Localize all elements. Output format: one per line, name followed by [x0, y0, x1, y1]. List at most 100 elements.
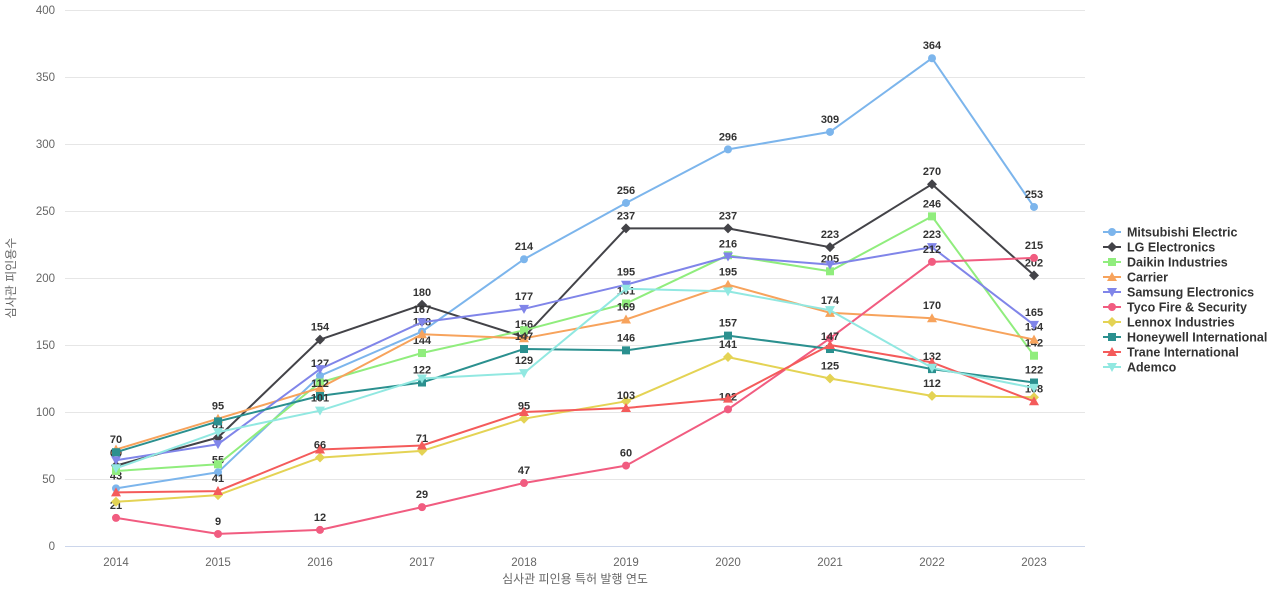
legend-marker-icon [1108, 333, 1116, 341]
data-point-marker [826, 345, 834, 354]
legend-item-label: Trane International [1127, 346, 1239, 360]
data-point-marker [1029, 334, 1039, 344]
data-point-label: 95 [518, 401, 530, 413]
legend-marker-icon [1107, 288, 1117, 297]
legend-item-label: Honeywell International [1127, 331, 1267, 345]
legend-marker-icon [1107, 363, 1117, 372]
data-point-marker [112, 513, 120, 522]
data-point-marker [928, 54, 936, 63]
x-axis-title: 심사관 피인용 특허 발행 연도 [502, 571, 648, 586]
data-point-marker [927, 179, 937, 190]
y-axis-title: 심사관 피인용수 [4, 238, 18, 319]
y-gridlines: 0 50 100 150 200 250 300 350 400 [36, 5, 1085, 553]
legend-item-mitsubishi-electric[interactable]: Mitsubishi Electric [1103, 226, 1237, 240]
legend-item-trane-international[interactable]: Trane International [1103, 346, 1239, 360]
legend-item-honeywell-international[interactable]: Honeywell International [1103, 331, 1267, 345]
data-point-marker [826, 127, 834, 136]
legend-item-label: Ademco [1127, 361, 1177, 375]
data-point-label: 253 [1025, 189, 1043, 201]
data-point-label: 122 [413, 365, 431, 377]
data-point-marker [825, 242, 835, 253]
data-point-label: 71 [416, 433, 428, 445]
series-line [115, 287, 1035, 470]
data-point-marker [519, 413, 529, 424]
data-point-marker [1029, 320, 1039, 330]
data-point-marker [826, 267, 834, 276]
legend-item-label: Samsung Electronics [1127, 286, 1254, 300]
data-point-label: 174 [821, 295, 840, 307]
data-point-label: 364 [923, 40, 942, 52]
legend-marker-icon [1107, 272, 1117, 281]
data-point-marker [622, 198, 630, 207]
data-point-marker [111, 496, 121, 507]
x-axis-tick-label: 2019 [613, 557, 639, 569]
data-point-label: 195 [617, 267, 635, 279]
series-line [115, 215, 1035, 472]
data-point-label: 202 [1025, 257, 1043, 269]
data-point-marker [723, 287, 733, 297]
data-point-label: 122 [1025, 365, 1043, 377]
data-point-marker [1029, 383, 1039, 393]
y-axis-tick-label: 300 [36, 139, 55, 151]
x-axis-tick-label: 2014 [103, 557, 129, 569]
legend-marker-icon [1107, 347, 1117, 356]
data-point-marker [214, 468, 222, 477]
data-point-marker [621, 284, 631, 294]
x-axis-tick-labels: 2014 2015 2016 2017 2018 2019 2020 2021 2022 2023 [103, 557, 1047, 569]
data-point-marker [214, 460, 222, 469]
y-axis-tick-label: 150 [36, 340, 55, 352]
legend-marker-icon [1108, 258, 1116, 266]
data-point-label: 195 [719, 267, 737, 279]
data-point-marker [519, 369, 529, 379]
series-line [115, 356, 1035, 503]
legend-item-label: Mitsubishi Electric [1127, 226, 1237, 240]
data-point-marker [417, 318, 427, 328]
series-honeywell-international: 70 112 122 147 146 157 147 132 122 [110, 318, 1043, 457]
data-point-marker [316, 391, 324, 400]
data-point-label: 296 [719, 131, 737, 143]
data-point-label: 147 [515, 331, 533, 343]
data-point-label: 167 [413, 304, 431, 316]
data-point-marker [724, 405, 732, 414]
data-point-label: 132 [923, 351, 941, 363]
data-point-label: 256 [617, 185, 635, 197]
legend-marker-icon [1107, 317, 1117, 327]
data-point-label: 216 [719, 239, 737, 251]
data-point-label: 246 [923, 198, 941, 210]
legend-item-samsung-electronics[interactable]: Samsung Electronics [1103, 286, 1254, 300]
data-point-marker [825, 306, 835, 316]
data-point-marker [1029, 396, 1039, 406]
data-point-marker [723, 223, 733, 234]
legend-item-lg-electronics[interactable]: LG Electronics [1103, 241, 1215, 255]
data-point-label: 157 [719, 318, 737, 330]
legend-item-lennox-industries[interactable]: Lennox Industries [1103, 316, 1235, 330]
data-point-marker [621, 314, 631, 324]
data-point-label: 309 [821, 114, 839, 126]
legend-item-carrier[interactable]: Carrier [1103, 271, 1168, 285]
data-point-marker [1030, 202, 1038, 211]
data-point-label: 156 [515, 319, 533, 331]
legend-item-label: Carrier [1127, 271, 1168, 285]
data-point-marker [315, 365, 325, 375]
legend-item-ademco[interactable]: Ademco [1103, 361, 1177, 375]
data-point-label: 60 [620, 448, 632, 460]
series-line [115, 344, 1035, 494]
data-point-marker [315, 444, 325, 454]
data-point-label: 129 [515, 355, 533, 367]
data-point-label: 177 [515, 291, 533, 303]
data-point-marker [520, 255, 528, 264]
data-point-label: 112 [923, 378, 941, 390]
data-point-marker [417, 440, 427, 450]
data-point-marker [927, 313, 937, 323]
legend-item-daikin-industries[interactable]: Daikin Industries [1103, 256, 1228, 270]
data-point-label: 154 [311, 322, 330, 334]
data-point-label: 270 [923, 166, 941, 178]
data-point-label: 223 [923, 229, 941, 241]
x-axis-tick-label: 2022 [919, 557, 945, 569]
data-point-label: 101 [311, 393, 329, 405]
data-point-marker [723, 279, 733, 289]
legend-item-label: Daikin Industries [1127, 256, 1228, 270]
legend-item-tyco-fire-security[interactable]: Tyco Fire & Security [1103, 301, 1247, 315]
data-point-marker [417, 374, 427, 384]
data-point-label: 180 [413, 287, 431, 299]
